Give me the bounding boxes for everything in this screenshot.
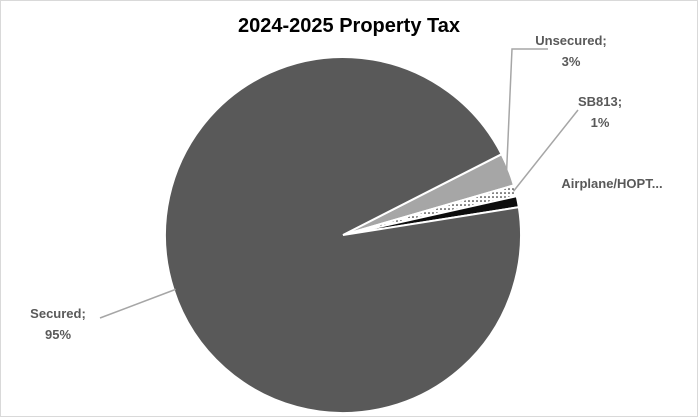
slice-label: SB813; 1%	[578, 94, 622, 130]
leader-line	[512, 109, 579, 192]
slice-label: Unsecured; 3%	[535, 33, 607, 69]
slice-label: Airplane/HOPT...	[561, 176, 662, 191]
chart-title: 2024-2025 Property Tax	[238, 15, 460, 37]
leader-line	[99, 288, 176, 319]
leader-line	[505, 48, 548, 171]
pie-slice-secured	[164, 56, 522, 414]
slice-label: Secured; 95%	[30, 306, 86, 342]
